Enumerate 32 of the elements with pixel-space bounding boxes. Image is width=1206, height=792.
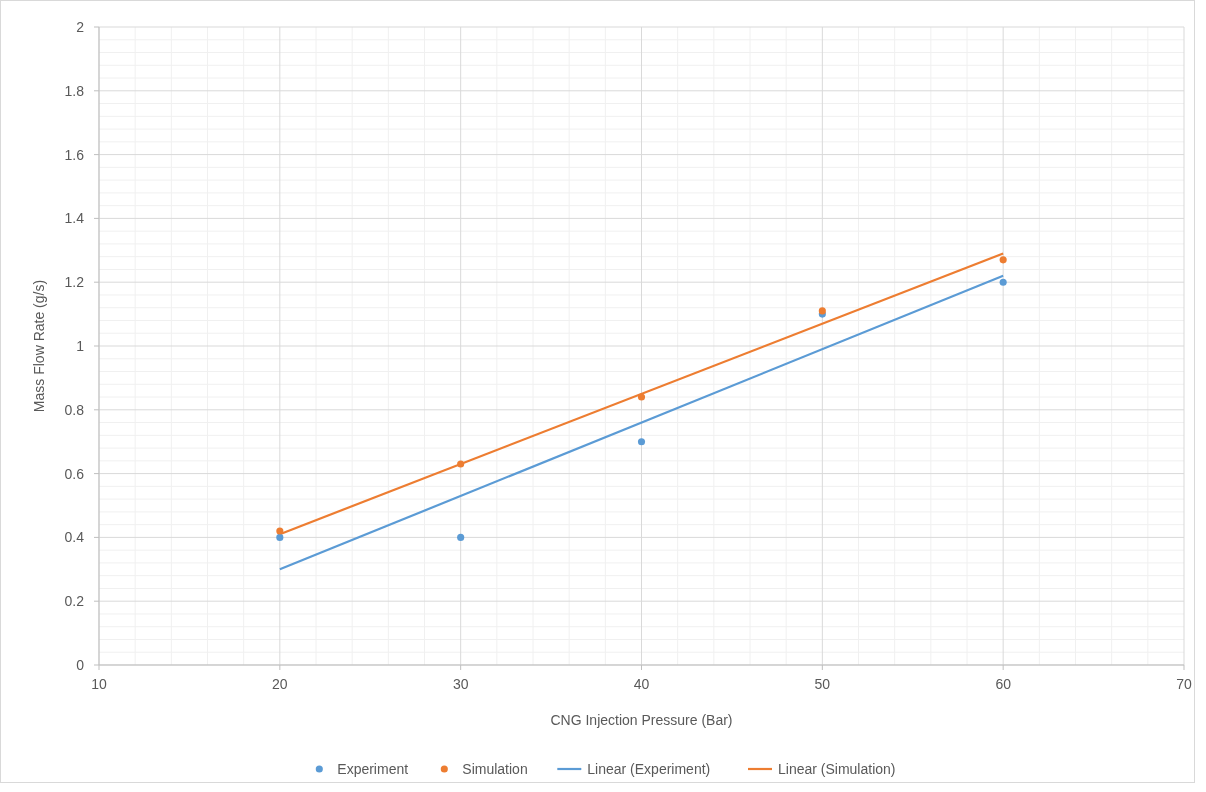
point <box>999 278 1007 286</box>
legend-label: Simulation <box>462 761 528 777</box>
point <box>999 256 1007 264</box>
x-axis-title: CNG Injection Pressure (Bar) <box>550 712 733 728</box>
x-tick-label: 30 <box>452 676 469 692</box>
x-tick-label: 70 <box>1176 676 1192 692</box>
legend-label: Linear (Experiment) <box>587 761 711 777</box>
y-tick-label: 1.6 <box>64 146 85 163</box>
y-tick-label: 0.6 <box>64 465 85 482</box>
y-tick-label: 1.4 <box>64 210 85 227</box>
x-tick-label: 40 <box>633 676 650 692</box>
point <box>637 393 646 401</box>
point <box>276 533 284 541</box>
x-tick-label: 50 <box>814 676 831 692</box>
y-tick-label: 1 <box>76 338 85 354</box>
y-tick-label: 1.8 <box>64 82 85 99</box>
y-tick-label: 0.4 <box>64 529 85 546</box>
y-tick-label: 1.2 <box>64 274 85 291</box>
y-tick-label: 0.8 <box>64 401 85 418</box>
x-tick-label: 10 <box>91 676 107 692</box>
point <box>276 527 284 535</box>
point <box>637 438 646 446</box>
y-axis-title: Mass Flow Rate (g/s) <box>31 279 47 413</box>
legend-label: Linear (Simulation) <box>778 761 896 777</box>
y-tick-label: 0 <box>76 657 85 673</box>
x-tick-label: 20 <box>272 676 288 692</box>
point <box>457 533 465 541</box>
y-tick-label: 0.2 <box>64 593 85 610</box>
point <box>457 460 465 468</box>
x-tick-label: 60 <box>995 676 1012 692</box>
y-tick-label: 2 <box>76 19 85 35</box>
legend-label: Experiment <box>337 761 409 777</box>
